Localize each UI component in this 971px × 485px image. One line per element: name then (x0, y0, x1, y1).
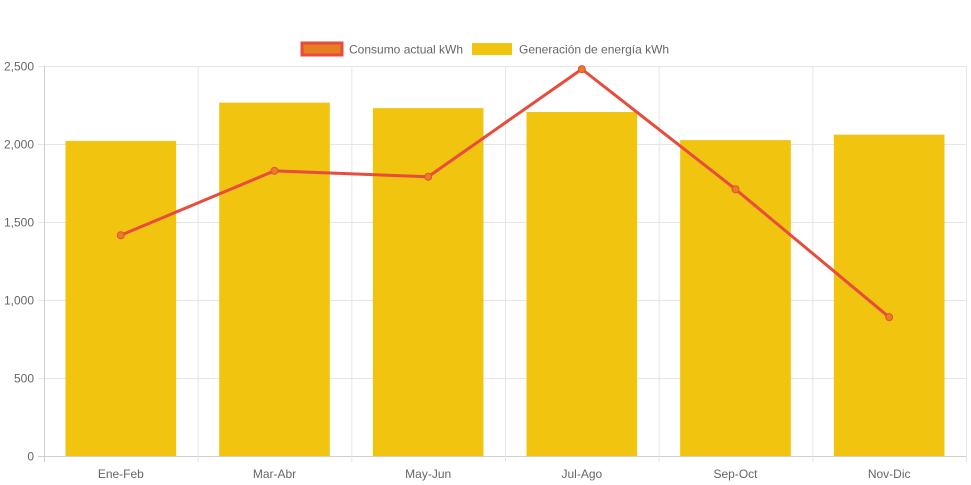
legend-label-consumo: Consumo actual kWh (349, 43, 463, 57)
legend-swatch-consumo (300, 41, 344, 57)
bar (526, 112, 638, 457)
y-tick-label: 2,000 (4, 138, 34, 152)
x-tick-label: Nov-Dic (868, 467, 911, 481)
grid (38, 66, 967, 462)
axes: 0 500 1,000 1,500 2,000 2,500 Ene-Feb Mar-Abr Ma… (4, 60, 911, 482)
x-tick-label: May-Jun (405, 467, 451, 481)
legend-label-generacion: Generación de energía kWh (519, 43, 669, 57)
y-tick-label: 500 (14, 372, 34, 386)
x-tick-label: Jul-Ago (561, 467, 602, 481)
bar-series (65, 102, 945, 457)
legend-swatch-generacion (472, 43, 512, 55)
data-point (885, 313, 894, 322)
x-tick-label: Ene-Feb (98, 467, 144, 481)
x-tick-label: Sep-Oct (713, 467, 758, 481)
bar (65, 140, 177, 456)
y-tick-label: 1,500 (4, 216, 34, 230)
y-tick-label: 0 (27, 450, 34, 464)
bar (219, 102, 330, 456)
legend[interactable]: Consumo actual kWh Generación de energía … (300, 41, 669, 57)
y-tick-label: 1,000 (4, 294, 34, 308)
data-point (270, 166, 279, 175)
data-point (116, 231, 125, 240)
y-tick-label: 2,500 (4, 60, 34, 74)
series-line (120, 67, 891, 319)
data-point (577, 65, 586, 74)
data-point (731, 185, 740, 194)
line-series (116, 65, 894, 322)
bar (833, 134, 945, 456)
bar (372, 108, 484, 457)
data-point (424, 172, 433, 181)
x-tick-label: Mar-Abr (253, 467, 296, 481)
